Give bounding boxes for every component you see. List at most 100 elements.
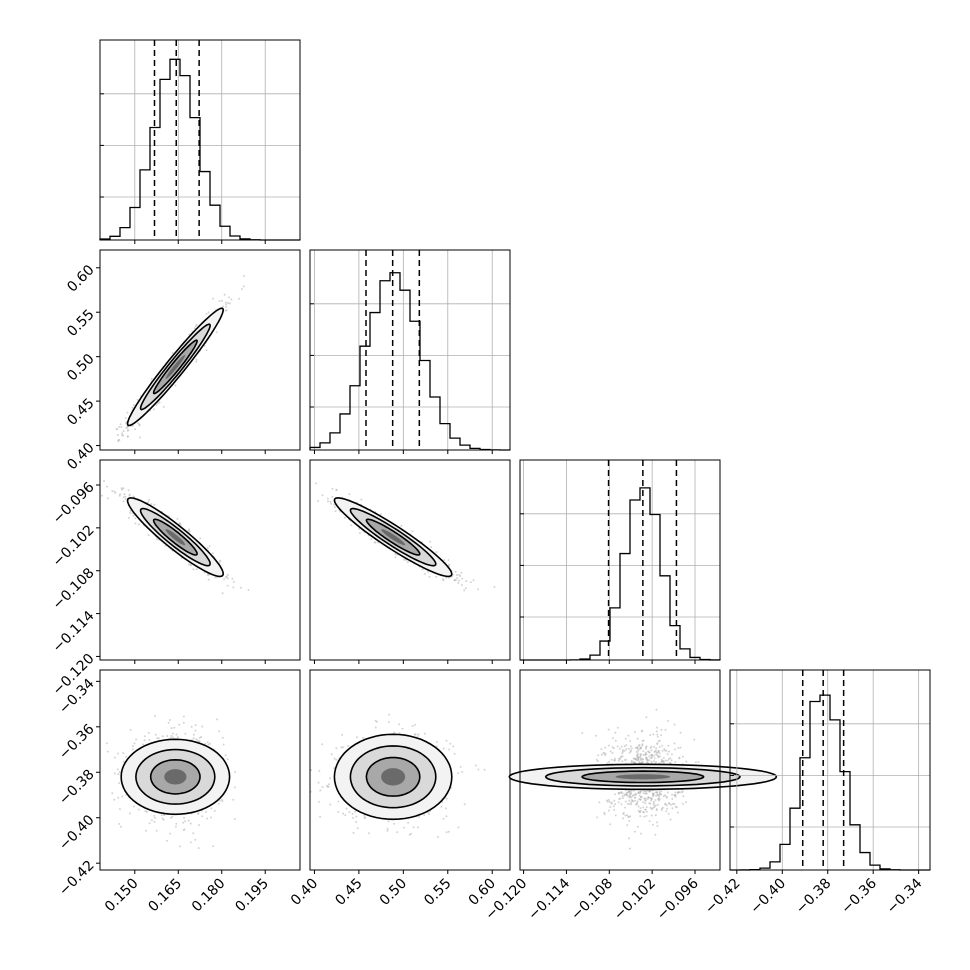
y-tick-label: −0.40 <box>56 812 98 854</box>
scatter-point <box>117 752 120 755</box>
scatter-point <box>105 742 108 745</box>
scatter-point <box>354 810 357 813</box>
scatter-point <box>398 732 401 735</box>
scatter-point <box>122 487 125 490</box>
scatter-point <box>214 576 216 579</box>
scatter-point <box>630 761 633 764</box>
scatter-point <box>126 411 129 414</box>
scatter-point <box>155 404 158 407</box>
x-tick-label: 0.165 <box>145 876 185 916</box>
scatter-point <box>334 510 337 513</box>
scatter-point <box>209 742 211 745</box>
scatter-point <box>227 302 230 304</box>
scatter-point <box>226 584 229 587</box>
scatter-point <box>377 541 380 544</box>
scatter-point <box>671 802 674 805</box>
scatter-point <box>633 730 636 733</box>
scatter-point <box>153 408 155 411</box>
scatter-point <box>656 726 659 729</box>
scatter-point <box>667 719 669 722</box>
scatter-point <box>121 488 123 491</box>
scatter-point <box>362 736 365 739</box>
scatter-point <box>376 720 378 723</box>
scatter-point <box>442 817 445 820</box>
scatter-point <box>126 435 129 438</box>
scatter-point <box>134 522 137 525</box>
scatter-point <box>436 836 439 838</box>
scatter-point <box>138 423 141 426</box>
scatter-point <box>182 821 185 824</box>
scatter-point <box>636 752 639 755</box>
scatter-point <box>457 579 460 582</box>
y-tick-label: −0.36 <box>56 721 98 763</box>
scatter-point <box>193 327 196 330</box>
scatter-point <box>163 814 165 817</box>
scatter-point <box>370 538 373 541</box>
scatter-point <box>621 817 624 820</box>
scatter-point <box>103 480 105 482</box>
scatter-point <box>184 732 187 735</box>
scatter-point <box>224 754 227 757</box>
scatter-point <box>172 732 174 735</box>
scatter-point <box>128 812 131 815</box>
scatter-point <box>393 822 396 825</box>
scatter-point <box>131 424 134 427</box>
scatter-point <box>234 771 237 773</box>
scatter-point <box>137 422 140 425</box>
scatter-point <box>182 721 185 724</box>
scatter-point <box>448 563 451 566</box>
scatter-point <box>118 426 121 428</box>
scatter-point <box>417 815 420 818</box>
scatter-point <box>457 582 460 584</box>
scatter-point <box>212 845 215 848</box>
scatter-point <box>452 745 455 748</box>
scatter-point <box>423 814 426 816</box>
scatter-point <box>603 811 606 814</box>
scatter-point <box>221 592 224 595</box>
scatter-point <box>429 540 432 543</box>
scatter-point <box>133 742 136 745</box>
scatter-point <box>330 502 333 505</box>
scatter-point <box>217 802 220 805</box>
scatter-point <box>612 805 615 808</box>
scatter-point <box>162 405 165 408</box>
scatter-point <box>621 792 624 795</box>
y-tick-label: −0.42 <box>56 858 98 900</box>
scatter-point <box>442 579 445 582</box>
scatter-point <box>413 723 416 726</box>
scatter-point <box>118 494 121 497</box>
scatter-point <box>174 825 177 828</box>
scatter-point <box>493 586 496 588</box>
scatter-point <box>454 570 457 573</box>
scatter-point <box>607 728 610 731</box>
scatter-point <box>457 772 460 775</box>
scatter-point <box>242 285 245 288</box>
scatter-point <box>124 498 127 500</box>
scatter-point <box>334 506 336 509</box>
scatter-point <box>118 782 121 785</box>
density-contour <box>165 354 186 379</box>
scatter-point <box>194 729 197 732</box>
scatter-point <box>337 810 340 813</box>
scatter-point <box>153 503 156 506</box>
scatter-point <box>122 496 125 499</box>
panel-frame <box>99 459 301 661</box>
scatter-point <box>106 485 108 488</box>
scatter-point <box>333 767 336 770</box>
scatter-point <box>443 559 446 562</box>
scatter-point <box>101 494 103 497</box>
scatter-point <box>342 812 345 815</box>
scatter-point <box>178 522 181 525</box>
scatter-point <box>325 784 328 787</box>
scatter-point <box>195 323 198 326</box>
scatter-point <box>408 833 411 836</box>
scatter-point <box>231 577 234 580</box>
scatter-point <box>162 818 165 821</box>
scatter-point <box>396 831 399 834</box>
scatter-point <box>620 745 623 748</box>
scatter-point <box>238 297 241 300</box>
scatter-point <box>677 811 679 814</box>
scatter-point <box>314 482 317 485</box>
scatter-point <box>656 735 659 738</box>
scatter-point <box>351 812 354 815</box>
